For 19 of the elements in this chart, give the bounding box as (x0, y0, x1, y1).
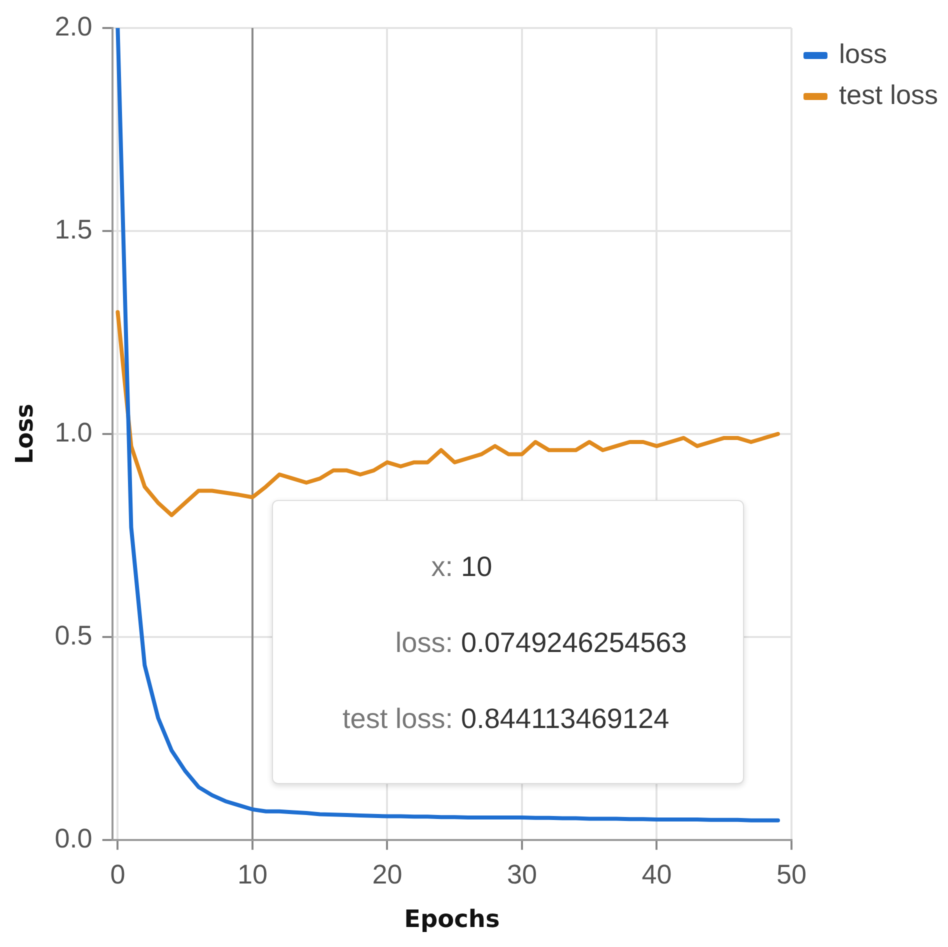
y-tick-label: 1.0 (54, 417, 92, 448)
x-tick-label: 10 (237, 859, 268, 890)
y-axis-title: Loss (10, 404, 39, 464)
y-tick-label: 2.0 (54, 11, 92, 42)
x-tick-label: 0 (110, 859, 126, 890)
annotation: test loss: 0.844113469124 (342, 703, 670, 736)
x-tick-label: 30 (506, 859, 537, 890)
y-tick-label: 0.0 (54, 823, 92, 854)
annotation: x: 10 (430, 551, 492, 584)
x-axis-title: Epochs (404, 904, 500, 933)
legend-label: test loss (838, 80, 938, 110)
tooltip-panel: x: 10 loss: 0.0749246254563 test loss: 0.844113469124 (272, 500, 744, 784)
y-tick-label: 1.5 (54, 214, 92, 244)
legend-label: loss (838, 38, 887, 69)
annotation: loss: 0.0749246254563 (394, 627, 687, 660)
x-tick-label: 20 (372, 859, 402, 890)
x-tick-label: 40 (642, 859, 672, 890)
x-tick-label: 50 (776, 859, 806, 890)
y-tick-label: 0.5 (54, 620, 92, 650)
